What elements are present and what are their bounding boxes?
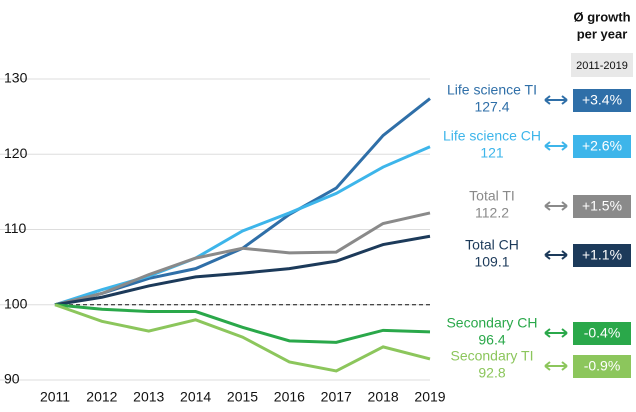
x-tick-label: 2017 xyxy=(321,389,352,405)
period-box xyxy=(571,53,633,77)
y-tick-label: 110 xyxy=(4,220,27,236)
x-tick-label: 2013 xyxy=(133,389,164,405)
growth-value: +1.1% xyxy=(582,247,622,263)
x-tick-label: 2016 xyxy=(274,389,305,405)
double-arrow xyxy=(544,361,568,371)
y-tick-label: 120 xyxy=(4,145,28,161)
series-line xyxy=(54,211,431,307)
end-value: 92.8 xyxy=(478,365,505,381)
series-line xyxy=(54,303,431,373)
series-name: Life science TI xyxy=(447,82,537,98)
series-name: Secondary TI xyxy=(450,348,533,364)
growth-value: +1.5% xyxy=(582,198,622,214)
series-name: Life science CH xyxy=(443,128,541,144)
end-value: 121 xyxy=(480,145,504,161)
series-name: Total TI xyxy=(469,188,515,204)
x-tick-label: 2019 xyxy=(414,389,445,405)
header-line: per year xyxy=(577,26,628,41)
end-value: 112.2 xyxy=(475,205,509,221)
double-arrow xyxy=(544,250,568,260)
x-tick-label: 2012 xyxy=(86,389,117,405)
end-value: 127.4 xyxy=(474,99,509,115)
period: 2011-2019 xyxy=(576,60,628,72)
series-line xyxy=(54,234,431,307)
series-line xyxy=(54,303,431,344)
growth-value: +2.6% xyxy=(582,138,622,154)
y-tick-label: 100 xyxy=(4,295,28,311)
growth-badge xyxy=(573,322,631,345)
double-arrow xyxy=(544,141,568,151)
header-line: Ø growth xyxy=(573,9,630,24)
growth-badge xyxy=(573,244,631,267)
y-tick-label: 90 xyxy=(4,371,20,387)
double-arrow xyxy=(544,201,568,211)
x-tick-label: 2018 xyxy=(368,389,399,405)
growth-badge xyxy=(573,195,631,218)
double-arrow xyxy=(544,328,568,338)
x-tick-label: 2015 xyxy=(227,389,258,405)
growth-value: +3.4% xyxy=(582,92,622,108)
series-name: Secondary CH xyxy=(446,315,537,331)
end-value: 96.4 xyxy=(478,332,505,348)
growth-badge xyxy=(573,355,631,378)
growth-badge xyxy=(573,89,631,112)
x-tick-label: 2011 xyxy=(40,389,70,405)
growth-value: -0.4% xyxy=(584,325,621,341)
growth-badge xyxy=(573,135,631,158)
double-arrow xyxy=(544,95,568,105)
growth-value: -0.9% xyxy=(584,358,621,374)
x-tick-label: 2014 xyxy=(180,389,211,405)
series-name: Total CH xyxy=(465,237,519,253)
series-line xyxy=(54,145,431,307)
end-value: 109.1 xyxy=(474,254,509,270)
y-tick-label: 130 xyxy=(4,70,28,86)
